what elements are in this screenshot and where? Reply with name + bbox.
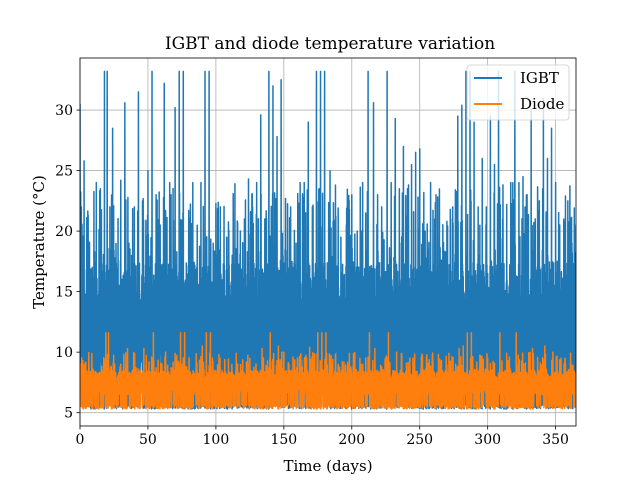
y-tick-label: 15 [55, 285, 73, 301]
x-tick-label: 200 [338, 432, 365, 448]
x-tick-label: 250 [406, 432, 433, 448]
x-tick-label: 50 [139, 432, 157, 448]
y-axis-ticks: 5 10 15 20 25 30 [55, 103, 80, 422]
y-tick-label: 5 [64, 406, 73, 422]
x-tick-label: 100 [203, 432, 230, 448]
x-tick-label: 150 [270, 432, 297, 448]
x-axis-ticks: 0 50 100 150 200 250 300 350 [76, 426, 569, 448]
y-tick-label: 10 [55, 345, 73, 361]
x-tick-label: 300 [474, 432, 501, 448]
y-tick-label: 30 [55, 103, 73, 119]
y-tick-label: 20 [55, 224, 73, 240]
y-tick-label: 25 [55, 164, 73, 180]
legend: IGBT Diode [466, 64, 570, 121]
y-axis-label: Temperature (°C) [30, 175, 48, 309]
legend-label-igbt: IGBT [520, 69, 559, 87]
plot-frame [79, 57, 577, 427]
x-axis-label: Time (days) [283, 457, 372, 475]
series-line-diode [80, 332, 576, 410]
chart-title: IGBT and diode temperature variation [165, 34, 495, 54]
x-tick-label: 0 [76, 432, 85, 448]
x-tick-label: 350 [542, 432, 569, 448]
plot-series [80, 70, 576, 410]
legend-label-diode: Diode [520, 95, 564, 113]
